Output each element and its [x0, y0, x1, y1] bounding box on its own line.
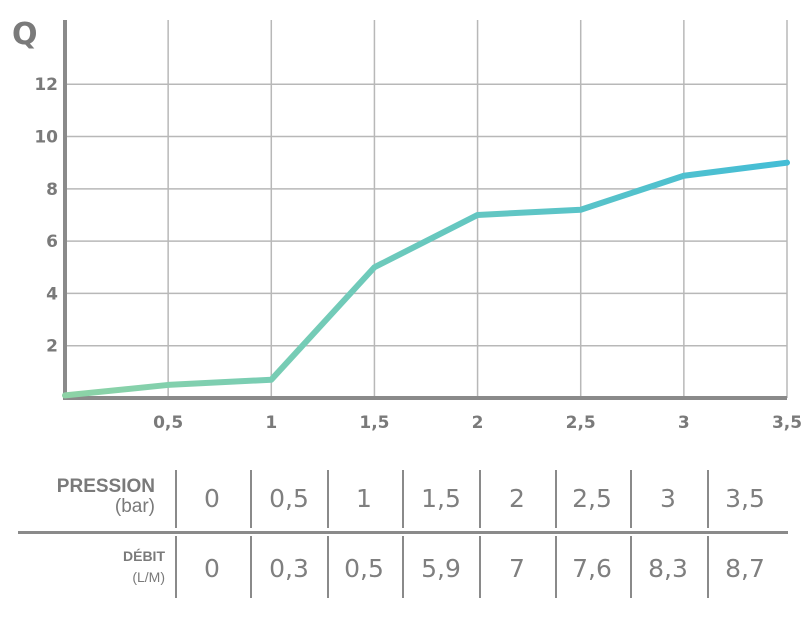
- pression-header: PRESSION (bar): [57, 477, 155, 517]
- y-tick-label: 2: [46, 337, 58, 357]
- debit-value: 8,7: [725, 554, 765, 583]
- x-tick-label: 0,5: [153, 413, 183, 433]
- y-tick-label: 12: [34, 75, 58, 95]
- debit-row: DÉBIT (L/M) 0 0,3 0,5 5,9 7 7,6 8,3 8,7: [0, 536, 805, 598]
- debit-value: 7: [509, 554, 525, 583]
- pression-row: PRESSION (bar) 0 0,5 1 1,5 2 2,5 3 3,5: [0, 470, 805, 528]
- pression-value: 1: [356, 484, 372, 513]
- axes: [63, 20, 787, 400]
- series-line: [62, 159, 790, 399]
- table-column-separator: [555, 536, 557, 598]
- pression-unit: (bar): [114, 495, 155, 517]
- y-axis-label: Q: [12, 17, 38, 52]
- y-tick-label: 6: [46, 232, 58, 252]
- table-column-separator: [327, 470, 329, 528]
- x-tick-label: 3: [678, 413, 690, 433]
- table-column-separator: [175, 470, 177, 528]
- debit-label: DÉBIT: [123, 548, 165, 564]
- debit-value: 5,9: [421, 554, 461, 583]
- pression-value: 0,5: [269, 484, 309, 513]
- pressure-flow-table: PRESSION (bar) 0 0,5 1 1,5 2 2,5 3 3,5 DÉBIT (L…: [0, 470, 805, 618]
- tick-labels: 2 4 6 8 10 12 0,5 1 1,5 2 2,5 3 3,5: [34, 75, 802, 433]
- table-column-separator: [707, 470, 709, 528]
- grid: [65, 20, 788, 398]
- table-column-separator: [250, 470, 252, 528]
- table-column-separator: [175, 536, 177, 598]
- debit-value: 7,6: [572, 554, 612, 583]
- x-tick-label: 2: [472, 413, 484, 433]
- table-divider: [18, 531, 788, 534]
- table-column-separator: [630, 536, 632, 598]
- x-tick-label: 3,5: [772, 413, 802, 433]
- table-column-separator: [555, 470, 557, 528]
- pression-value: 3,5: [725, 484, 765, 513]
- pression-value: 0: [204, 484, 220, 513]
- pression-value: 3: [660, 484, 676, 513]
- pression-value: 2,5: [572, 484, 612, 513]
- x-tick-label: 2,5: [566, 413, 596, 433]
- table-column-separator: [630, 470, 632, 528]
- table-column-separator: [707, 536, 709, 598]
- table-column-separator: [402, 536, 404, 598]
- table-column-separator: [479, 536, 481, 598]
- pression-label: PRESSION: [56, 476, 155, 497]
- y-tick-label: 8: [46, 180, 58, 200]
- pression-value: 2: [509, 484, 525, 513]
- flow-pressure-chart: 2 4 6 8 10 12 0,5 1 1,5 2 2,5 3 3,5 Q: [12, 17, 802, 433]
- debit-header: DÉBIT (L/M): [123, 549, 165, 584]
- debit-value: 0,5: [344, 554, 384, 583]
- series-layer: [62, 159, 790, 399]
- table-column-separator: [250, 536, 252, 598]
- x-tick-label: 1,5: [359, 413, 389, 433]
- y-tick-label: 4: [46, 284, 58, 304]
- debit-value: 0: [204, 554, 220, 583]
- table-column-separator: [327, 536, 329, 598]
- debit-unit: (L/M): [132, 568, 165, 585]
- table-column-separator: [402, 470, 404, 528]
- pression-value: 1,5: [421, 484, 461, 513]
- y-tick-label: 10: [34, 128, 58, 148]
- debit-value: 0,3: [269, 554, 309, 583]
- debit-value: 8,3: [648, 554, 688, 583]
- x-tick-label: 1: [265, 413, 277, 433]
- table-column-separator: [479, 470, 481, 528]
